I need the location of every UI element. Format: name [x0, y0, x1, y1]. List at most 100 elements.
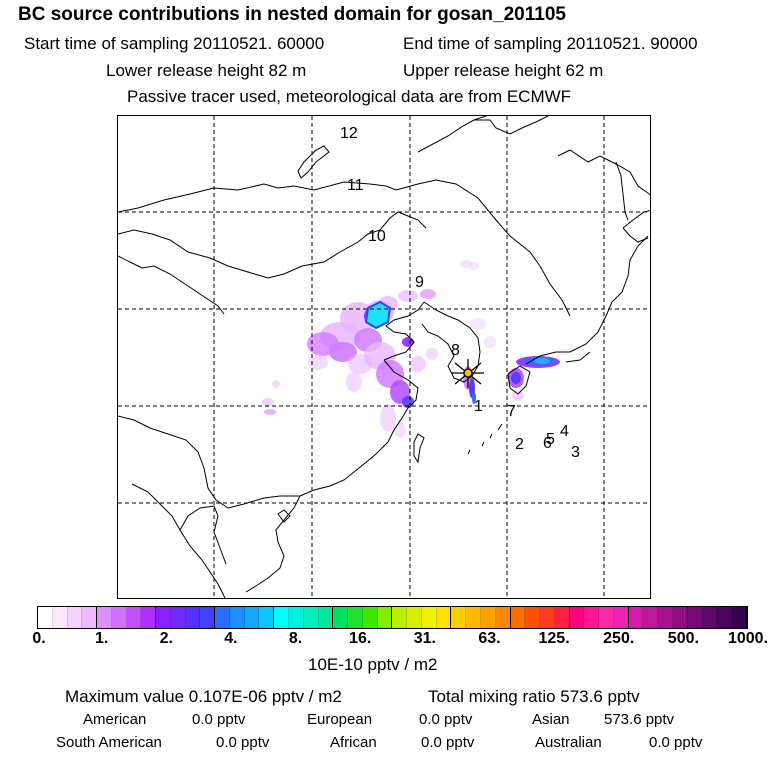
colorbar-segment [599, 607, 614, 628]
label-south-american: South American [56, 734, 162, 751]
label-asian: Asian [532, 711, 570, 728]
colorbar-tick-label: 63. [478, 630, 501, 647]
coastline-vietnam [245, 495, 301, 593]
japan-honshu [525, 235, 649, 365]
colorbar-segment [702, 607, 718, 628]
value-south-american: 0.0 pptv [216, 734, 270, 751]
colorbar-segment [303, 607, 319, 628]
plume-cell [262, 398, 274, 406]
receptor-site [452, 359, 484, 388]
japan-hokkaido [622, 209, 650, 243]
colorbar-segment [584, 607, 600, 628]
colorbar-segment [510, 607, 526, 628]
colorbar-tick-label: 1. [94, 630, 109, 647]
plume-cell [420, 289, 436, 299]
colorbar-segment [82, 607, 98, 628]
trajectory-label-1: 1 [474, 398, 483, 415]
start-time: Start time of sampling 20110521. 60000 [24, 34, 325, 53]
colorbar-segment [259, 607, 275, 628]
ryukyu-islands [467, 423, 503, 455]
colorbar-segment [613, 607, 629, 628]
value-american: 0.0 pptv [192, 711, 246, 728]
trajectory-label-6: 6 [543, 435, 552, 452]
colorbar-tick-label: 16. [349, 630, 372, 647]
lake-baikal [297, 145, 330, 179]
colorbar-tick-label: 125. [538, 630, 570, 647]
colorbar-segment [554, 607, 570, 628]
coastline-bay-bengal [131, 483, 226, 598]
trajectory-label-4: 4 [560, 423, 569, 440]
label-african: African [330, 734, 377, 751]
colorbar-tick-label: 31. [413, 630, 436, 647]
plume-cell [272, 380, 280, 388]
colorbar-segment [731, 607, 747, 628]
colorbar-segment [525, 607, 541, 628]
colorbar-tick-label: 4. [224, 630, 238, 647]
colorbar-unit-label: 10E-10 pptv / m2 [308, 655, 438, 674]
value-european: 0.0 pptv [419, 711, 473, 728]
trajectory-label-7: 7 [507, 403, 516, 420]
coastline-okhotsk [557, 149, 650, 196]
colorbar-segment [111, 607, 127, 628]
plume-cell [534, 358, 550, 364]
colorbar-segment [67, 607, 83, 628]
maximum-value: Maximum value 0.107E-06 pptv / m2 [65, 687, 342, 706]
trajectory-label-5: 5 [546, 431, 555, 448]
trajectory-label-2: 2 [515, 436, 524, 453]
colorbar-segment [38, 607, 53, 628]
value-australian: 0.0 pptv [649, 734, 703, 751]
border-china-west [118, 255, 225, 315]
value-asian: 573.6 pptv [604, 711, 675, 728]
trajectory-label-10: 10 [368, 228, 386, 245]
colorbar-segment [126, 607, 142, 628]
colorbar-segment [274, 607, 290, 628]
value-african: 0.0 pptv [421, 734, 475, 751]
colorbar-tick-label: 1000. [727, 630, 768, 647]
colorbar-segment [466, 607, 481, 628]
sakhalin [615, 161, 629, 221]
hainan [277, 509, 291, 523]
colorbar-segment [569, 607, 585, 628]
label-american: American [83, 711, 147, 728]
colorbar-tick-label: 250. [603, 630, 635, 647]
trajectory-label-9: 9 [415, 274, 424, 291]
label-australian: Australian [535, 734, 602, 751]
plume-cell [394, 422, 406, 438]
plume-cell [329, 342, 357, 362]
border-mongolia-south [118, 211, 427, 279]
plume-cell [264, 409, 276, 415]
lat-lon-grid [118, 116, 650, 598]
colorbar-segment [540, 607, 555, 628]
coastline-china-east [299, 359, 419, 497]
plume-cell [426, 348, 438, 360]
plume-cell [308, 354, 328, 370]
colorbar-segment [628, 607, 644, 628]
plume-cell [484, 336, 496, 348]
colorbar-tick-label: 500. [667, 630, 699, 647]
japan-kyushu [507, 365, 531, 395]
colorbar-tick-label: 8. [288, 630, 303, 647]
coastline-bohai [383, 301, 425, 361]
colorbar-segment [480, 607, 496, 628]
plume-cell [511, 372, 521, 384]
plume-cell [512, 391, 524, 401]
plume-cell [469, 262, 479, 270]
border-indochina [118, 415, 300, 509]
colorbar-segment [318, 607, 334, 628]
upper-release-height: Upper release height 62 m [403, 61, 604, 80]
colorbar-segment [333, 607, 349, 628]
colorbar-segment [170, 607, 186, 628]
colorbar-segment [687, 607, 703, 628]
plume-cell [348, 354, 372, 374]
total-mixing-ratio: Total mixing ratio 573.6 pptv [428, 687, 640, 706]
colorbar-segment [156, 607, 171, 628]
concentration-plumes [262, 260, 560, 438]
plume-cell [346, 372, 362, 392]
colorbar-tick-label: 0. [32, 630, 46, 647]
colorbar-segment [97, 607, 112, 628]
trajectory-label-3: 3 [571, 444, 580, 461]
trajectory-label-12: 12 [340, 125, 358, 142]
colorbar-segment [421, 607, 437, 628]
plume-cell [398, 290, 418, 302]
star-icon [452, 359, 484, 388]
